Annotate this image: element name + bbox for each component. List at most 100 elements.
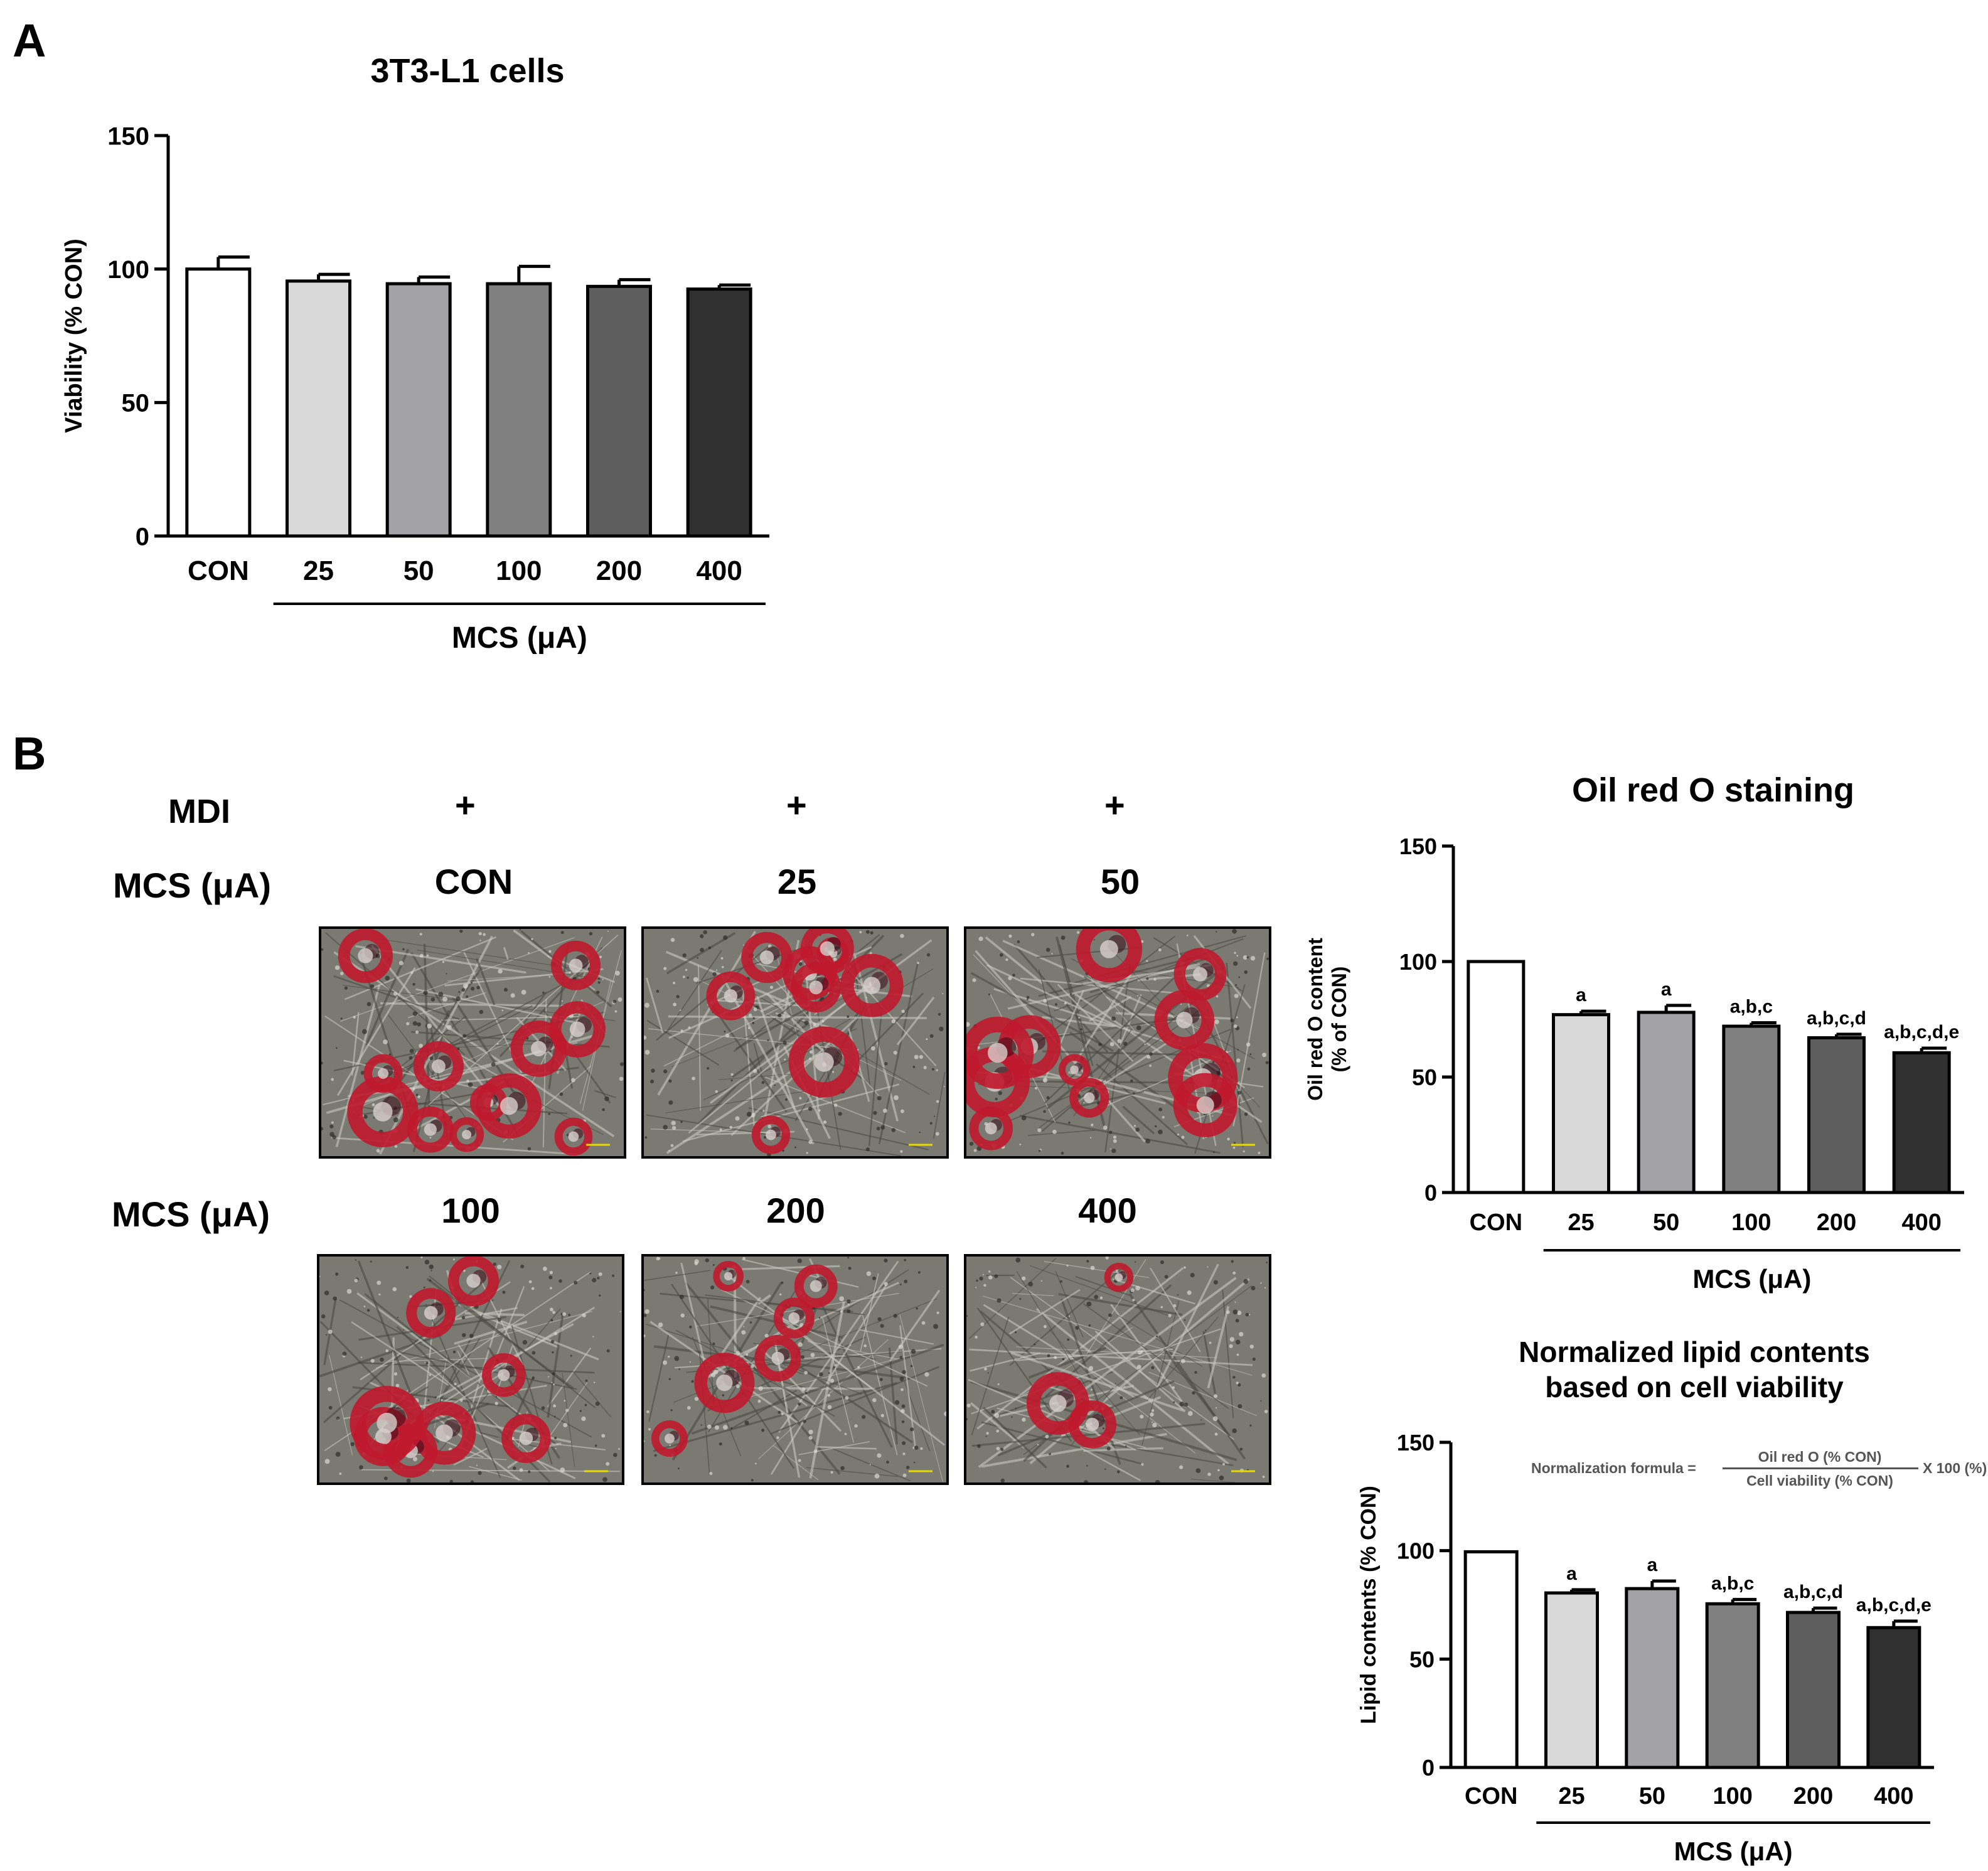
cell-speck (942, 993, 944, 995)
cell-speck (1205, 1329, 1207, 1331)
category-label: 50 (403, 555, 434, 586)
cell-speck (346, 1289, 352, 1294)
cell-speck (1005, 958, 1008, 962)
cell-speck (1115, 1270, 1119, 1273)
cell-speck (1103, 1427, 1105, 1430)
cell-speck (355, 1259, 357, 1261)
cell-speck (1155, 1125, 1157, 1128)
cell-speck (479, 1009, 484, 1014)
cell-texture (646, 977, 664, 1033)
cell-speck (764, 1333, 769, 1338)
cell-speck (644, 1049, 650, 1055)
cell-speck (1117, 1039, 1122, 1043)
cell-speck (994, 1413, 1000, 1418)
cell-texture (969, 1348, 1253, 1366)
cell-speck (668, 1355, 670, 1358)
cell-speck (919, 1054, 924, 1059)
cell-speck (920, 1447, 923, 1450)
cell-texture (668, 1015, 927, 1019)
cell-speck (1158, 1107, 1163, 1112)
cell-nucleus (724, 1272, 733, 1281)
cell-speck (1037, 1444, 1039, 1446)
cell-texture (351, 1012, 360, 1076)
cell-speck (1149, 1052, 1153, 1056)
cell-speck (1111, 1149, 1116, 1154)
cell-speck (1012, 973, 1015, 977)
cell-speck (748, 1013, 752, 1017)
cell-speck (847, 1257, 850, 1259)
cell-speck (988, 1270, 991, 1273)
cell-speck (755, 1462, 757, 1465)
cell-speck (1216, 931, 1217, 933)
cell-speck (479, 940, 481, 941)
cell-speck (651, 1068, 655, 1073)
cell-texture (1116, 1314, 1202, 1367)
cell-speck (371, 1103, 375, 1107)
cell-speck (804, 1391, 808, 1395)
cell-speck (532, 1376, 535, 1380)
cell-texture (761, 1094, 834, 1118)
y-tick-label: 50 (1409, 1646, 1435, 1672)
cell-speck (1232, 1376, 1236, 1379)
cell-speck (1109, 1130, 1113, 1134)
cell-texture (727, 1275, 946, 1446)
cell-speck (1214, 1432, 1218, 1436)
cell-speck (741, 1330, 746, 1335)
cell-speck (966, 1418, 968, 1420)
cell-speck (914, 1445, 919, 1450)
col-label-con: CON (434, 862, 513, 901)
cell-speck (498, 968, 503, 974)
cell-speck (438, 992, 444, 997)
cell-speck (1145, 1139, 1150, 1144)
micrograph-50 (964, 926, 1271, 1159)
cell-speck (801, 1387, 806, 1391)
cell-speck (329, 1124, 334, 1128)
lipid-droplet-ring (754, 1334, 801, 1381)
cell-speck (1180, 1359, 1185, 1363)
category-label: 25 (1568, 1209, 1594, 1236)
cell-speck (1123, 1386, 1126, 1388)
cell-speck (449, 1479, 454, 1482)
cell-speck (769, 985, 774, 989)
cell-speck (798, 1459, 801, 1462)
lipid-droplet-ring (406, 1288, 456, 1338)
cell-speck (1125, 1445, 1127, 1447)
cell-speck (806, 1128, 808, 1131)
cell-speck (1212, 1416, 1218, 1422)
cell-speck (774, 1084, 776, 1086)
cell-speck (548, 976, 551, 978)
lipid-droplet-ring (751, 1115, 791, 1154)
cell-speck (943, 1086, 945, 1088)
cell-speck (1239, 1332, 1244, 1337)
cell-speck (893, 1051, 897, 1055)
cell-speck (808, 1140, 813, 1144)
cell-speck (395, 1383, 400, 1388)
bar-100 (1705, 1602, 1760, 1769)
cell-speck (579, 1410, 582, 1412)
cell-speck (1133, 1092, 1135, 1095)
cell-speck (670, 1409, 673, 1412)
cell-speck (996, 1447, 1000, 1450)
cell-speck (412, 1021, 417, 1026)
cell-speck (1213, 1151, 1215, 1154)
lipid-droplet-ring (791, 962, 842, 1013)
y-tick-label: 50 (1412, 1064, 1437, 1090)
cell-speck (1088, 1366, 1094, 1371)
cell-speck (830, 1471, 833, 1474)
cell-speck (700, 934, 704, 938)
cell-speck (902, 1452, 906, 1456)
cell-speck (833, 1103, 838, 1107)
cell-texture (970, 972, 1114, 1052)
cell-speck (442, 996, 447, 1002)
lipid-droplet-ring (1154, 990, 1215, 1051)
cell-speck (1177, 1133, 1180, 1136)
cell-speck (419, 933, 422, 936)
cell-speck (1216, 995, 1219, 998)
cell-speck (392, 1287, 397, 1292)
cell-speck (781, 1413, 784, 1416)
cell-speck (761, 1429, 765, 1432)
cell-speck (1168, 1314, 1172, 1317)
cell-texture (698, 965, 702, 1111)
cell-speck (1133, 1125, 1136, 1127)
category-label: 400 (696, 555, 742, 586)
